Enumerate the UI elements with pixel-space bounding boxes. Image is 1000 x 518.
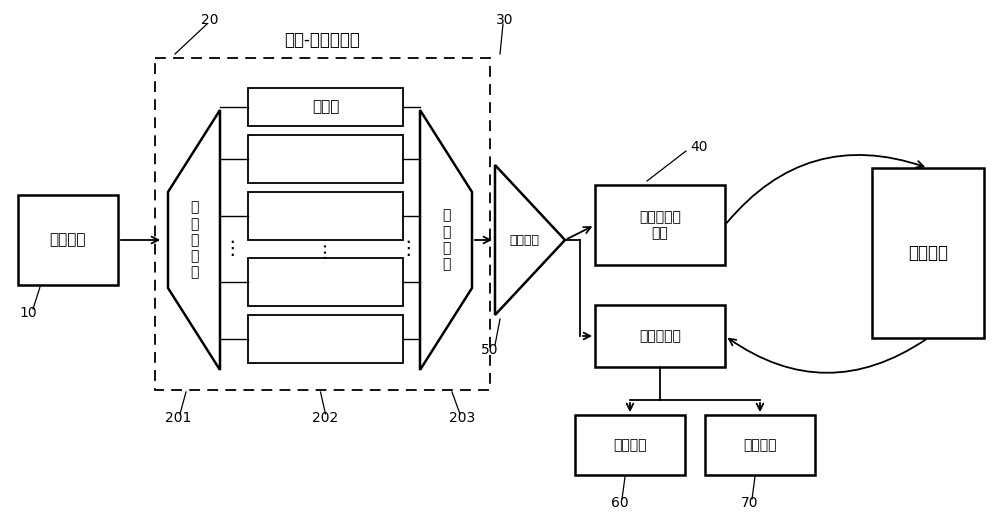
Text: ⋮: ⋮ [222,239,242,258]
Text: 光电探测器: 光电探测器 [639,329,681,343]
Polygon shape [495,165,565,315]
Bar [248,88,403,126]
Text: 光开关: 光开关 [312,99,339,114]
Text: ⋮: ⋮ [398,239,418,258]
Polygon shape [420,110,472,370]
Bar [705,415,815,475]
Text: 202: 202 [312,411,339,425]
Text: 探测目标: 探测目标 [908,244,948,262]
Text: 60: 60 [611,496,629,510]
Bar [248,258,403,306]
Text: 40: 40 [690,140,708,154]
Text: 50: 50 [481,343,499,357]
Bar [248,192,403,240]
Text: ···: ··· [316,240,335,258]
Bar [872,168,984,338]
Bar [575,415,685,475]
Bar [595,305,725,367]
Text: 波
分
复
用
器: 波 分 复 用 器 [190,200,198,279]
Text: 20: 20 [201,13,219,27]
Text: 光放大器: 光放大器 [509,234,539,247]
Text: 30: 30 [496,13,514,27]
Text: 宽谱光源: 宽谱光源 [50,233,86,248]
Text: 显示模块: 显示模块 [743,438,777,452]
Bar [248,135,403,183]
Polygon shape [168,110,220,370]
Text: 10: 10 [19,306,37,320]
Bar [18,195,118,285]
Text: 空间光发射
单元: 空间光发射 单元 [639,210,681,240]
Bar [595,185,725,265]
Text: 201: 201 [165,411,191,425]
Bar [248,315,403,363]
Text: 203: 203 [449,411,475,425]
Text: 70: 70 [741,496,759,510]
Text: 处理模块: 处理模块 [613,438,647,452]
Bar [155,58,490,390]
Text: 光谱-时间调制器: 光谱-时间调制器 [285,31,360,49]
Text: 解
复
用
器: 解 复 用 器 [442,209,450,271]
